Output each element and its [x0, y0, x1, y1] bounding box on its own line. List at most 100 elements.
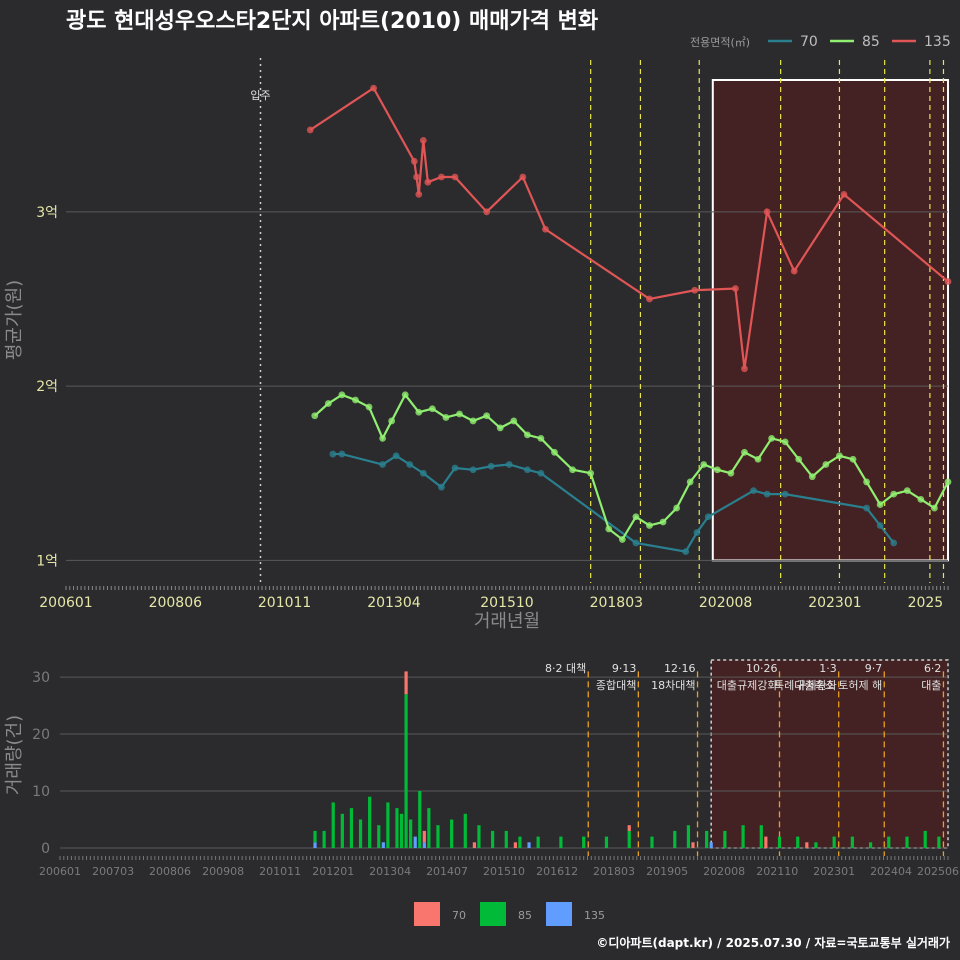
series-point-85 — [618, 536, 626, 543]
series-point-135 — [763, 208, 771, 216]
highlight-region — [711, 79, 949, 562]
x-tick-label: 201304 — [367, 595, 421, 611]
series-point-135 — [519, 173, 527, 181]
volume-bar-85 — [777, 836, 782, 848]
volume-bar-85 — [673, 830, 677, 848]
series-point-85 — [781, 438, 789, 446]
volume-bar-85 — [477, 825, 481, 848]
volume-bar-135 — [709, 842, 713, 848]
volume-x-tick: 200601 — [39, 865, 81, 878]
series-point-85 — [849, 455, 857, 463]
y-tick-label: 3억 — [36, 205, 58, 221]
volume-bar-85 — [313, 830, 317, 843]
series-point-85 — [456, 410, 463, 418]
volume-bar-85 — [436, 825, 440, 848]
series-point-70 — [890, 539, 898, 547]
volume-legend-swatch-135 — [546, 902, 572, 926]
policy-annotation: 대출규제강화 — [717, 679, 778, 692]
volume-bar-85 — [868, 842, 873, 848]
x-tick-label: 200806 — [149, 595, 203, 611]
x-tick-label: 200601 — [39, 595, 92, 611]
volume-bar-85 — [450, 819, 454, 848]
series-point-70 — [537, 469, 545, 477]
volume-bar-85 — [504, 830, 508, 848]
series-point-70 — [781, 490, 789, 498]
volume-bar-85 — [427, 808, 431, 848]
volume-x-tick: 202008 — [703, 865, 745, 878]
series-point-135 — [438, 173, 445, 181]
series-point-85 — [632, 513, 640, 521]
series-point-85 — [673, 504, 681, 512]
series-point-135 — [646, 295, 653, 303]
series-point-70 — [863, 504, 870, 512]
series-point-85 — [727, 469, 735, 477]
x-tick-label: 2025 — [908, 595, 944, 611]
series-point-85 — [483, 412, 491, 420]
volume-bar-135 — [381, 842, 385, 848]
series-point-70 — [379, 461, 387, 468]
series-point-135 — [790, 267, 798, 275]
series-point-70 — [338, 450, 346, 458]
volume-bar-85 — [331, 802, 335, 848]
series-point-85 — [863, 478, 870, 486]
volume-bar-70 — [513, 842, 517, 848]
series-point-85 — [551, 448, 558, 456]
legend-title: 전용면적(㎡) — [690, 36, 750, 49]
series-point-135 — [370, 84, 377, 92]
series-point-135 — [483, 208, 491, 216]
volume-x-tick: 202301 — [813, 865, 855, 878]
x-tick-label: 202301 — [808, 595, 861, 611]
volume-legend-label-70: 70 — [452, 909, 466, 922]
volume-bar-85 — [409, 819, 413, 848]
series-point-70 — [876, 522, 884, 529]
volume-bar-85 — [686, 825, 691, 848]
volume-bar-70 — [764, 836, 768, 848]
volume-bar-85 — [358, 819, 363, 848]
series-point-85 — [686, 478, 694, 486]
volume-x-tick: 202506 — [917, 865, 959, 878]
policy-annotation: 12·16 — [664, 662, 696, 675]
series-point-85 — [352, 396, 359, 404]
volume-bar-85 — [923, 830, 927, 848]
volume-x-tick: 201510 — [483, 865, 525, 878]
series-point-85 — [569, 466, 576, 474]
policy-annotation: 9·13 — [612, 662, 637, 675]
series-point-85 — [311, 412, 319, 420]
series-point-135 — [732, 285, 739, 292]
series-point-70 — [392, 452, 400, 460]
series-point-85 — [917, 495, 925, 503]
series-point-70 — [419, 469, 427, 477]
volume-bar-70 — [805, 842, 809, 848]
series-point-70 — [329, 450, 337, 458]
series-point-70 — [438, 483, 445, 491]
series-point-85 — [365, 403, 373, 411]
series-point-135 — [410, 157, 418, 165]
volume-bar-70 — [472, 842, 476, 848]
volume-bar-85 — [832, 836, 836, 848]
volume-bar-85 — [395, 808, 399, 848]
series-point-85 — [931, 504, 938, 512]
volume-bar-85 — [368, 796, 372, 848]
series-point-85 — [876, 501, 884, 508]
series-point-70 — [523, 466, 531, 474]
policy-annotation: 대출 — [921, 679, 941, 692]
volume-bar-85 — [404, 694, 408, 848]
volume-legend-swatch-70 — [414, 902, 440, 926]
series-point-70 — [406, 461, 414, 468]
series-point-85 — [587, 469, 595, 477]
series-point-135 — [413, 173, 420, 181]
volume-bar-85 — [559, 836, 563, 848]
volume-bar-85 — [887, 836, 891, 848]
series-point-135 — [944, 278, 952, 285]
series-point-85 — [537, 434, 545, 442]
volume-bar-135 — [313, 842, 317, 848]
y-axis-title: 평균가(원) — [4, 280, 25, 360]
series-point-70 — [682, 548, 690, 556]
volume-bar-135 — [413, 836, 417, 848]
volume-bar-85 — [377, 825, 381, 848]
series-point-85 — [700, 461, 708, 468]
series-point-85 — [944, 478, 952, 486]
series-point-85 — [890, 490, 898, 498]
policy-annotation: 1·3 — [819, 662, 837, 675]
volume-x-tick: 201407 — [426, 865, 468, 878]
